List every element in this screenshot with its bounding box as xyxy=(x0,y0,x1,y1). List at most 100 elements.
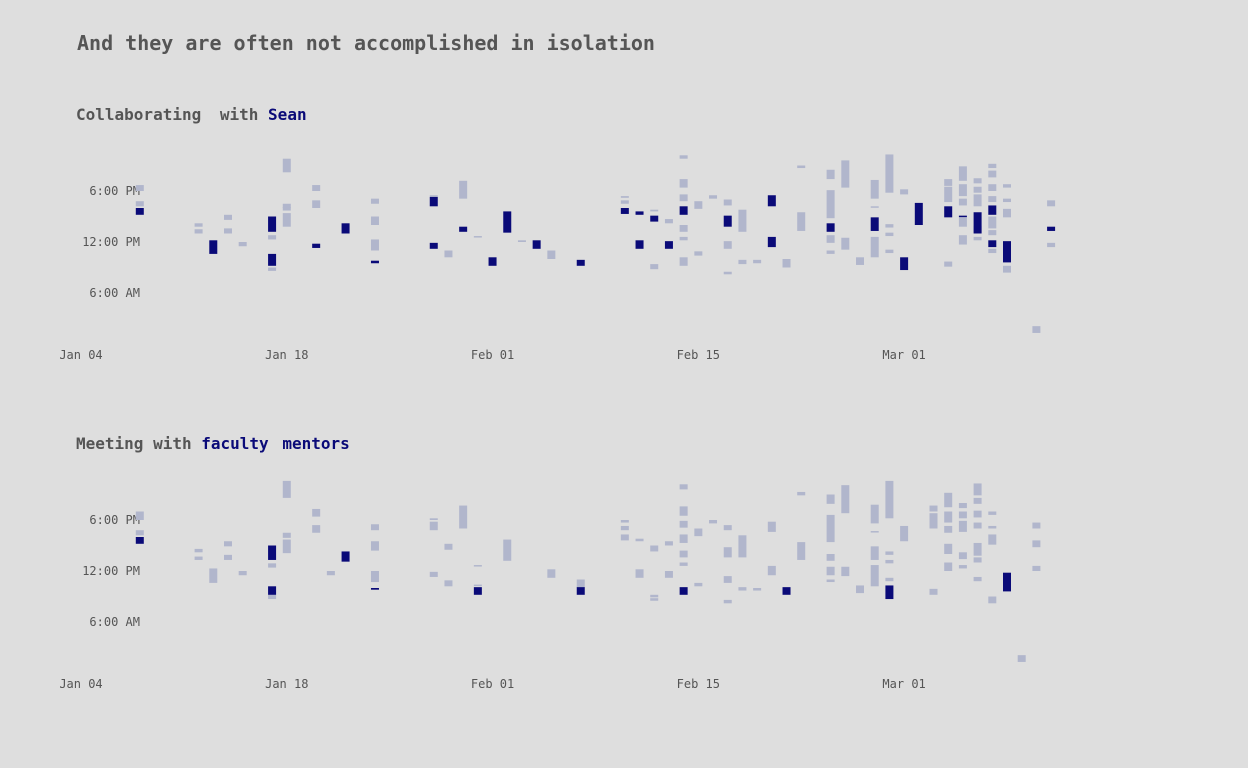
activity-bar xyxy=(709,520,718,524)
activity-bar xyxy=(679,534,688,543)
activity-bar xyxy=(988,163,997,169)
activity-bar xyxy=(694,251,703,256)
activity-bar xyxy=(944,492,953,508)
x-tick-label: Mar 01 xyxy=(882,348,925,362)
y-tick-label: 6:00 AM xyxy=(89,286,140,300)
activity-bar xyxy=(620,525,629,531)
activity-bar xyxy=(900,525,909,542)
activity-bar xyxy=(635,538,644,542)
activity-bar xyxy=(650,545,659,552)
activity-bar xyxy=(1003,198,1011,203)
activity-bar xyxy=(282,532,291,538)
highlighted-activity-bar xyxy=(459,226,468,232)
activity-bar xyxy=(753,588,762,591)
activity-bar xyxy=(856,585,865,594)
x-tick-label: Feb 15 xyxy=(677,348,720,362)
activity-bar xyxy=(370,216,379,225)
panel-title-meetings: Meeting with faculty mentors xyxy=(76,434,350,453)
highlighted-activity-bar xyxy=(312,243,321,248)
activity-bar xyxy=(958,503,967,509)
x-tick-label: Mar 01 xyxy=(882,677,925,691)
panel-title-highlight: Sean xyxy=(268,105,307,124)
activity-bar xyxy=(679,484,688,490)
activity-bar xyxy=(944,511,953,523)
activity-bar xyxy=(929,588,938,595)
activity-bar xyxy=(268,267,277,271)
activity-bar xyxy=(620,520,629,523)
activity-bar xyxy=(312,508,321,517)
activity-bar xyxy=(870,546,879,560)
activity-bar xyxy=(268,235,277,240)
x-tick-label: Jan 04 xyxy=(59,348,102,362)
activity-bar xyxy=(679,236,688,241)
activity-bar xyxy=(826,579,835,583)
activity-bar xyxy=(429,518,438,520)
activity-bar xyxy=(517,240,526,242)
activity-bar xyxy=(841,566,850,577)
highlighted-activity-bar xyxy=(135,537,144,544)
activity-bar xyxy=(1003,265,1011,273)
highlighted-activity-bar xyxy=(341,551,350,562)
activity-bar xyxy=(767,521,776,532)
highlighted-activity-bar xyxy=(1003,572,1011,592)
x-tick-label: Feb 01 xyxy=(471,677,514,691)
highlighted-activity-bar xyxy=(532,240,541,249)
chart-meeting-with-faculty-mentors: 6:00 PM 12:00 PM 6:00 AM Jan 04 Jan 18 Feb 01… xyxy=(59,480,1041,691)
activity-bar xyxy=(547,250,556,259)
highlighted-activity-bar xyxy=(944,206,953,218)
activity-bar xyxy=(194,548,203,553)
activity-bar xyxy=(473,584,482,587)
activity-bar xyxy=(1047,242,1056,248)
activity-bar xyxy=(312,200,321,208)
activity-bar xyxy=(973,497,982,504)
x-tick-label: Jan 04 xyxy=(59,677,102,691)
highlighted-activity-bar xyxy=(209,240,218,254)
activity-bar xyxy=(870,179,879,199)
activity-bar xyxy=(694,582,703,587)
activity-bar xyxy=(738,587,747,591)
activity-bar xyxy=(944,543,953,554)
activity-bar xyxy=(958,166,967,181)
activity-bar xyxy=(841,160,850,188)
activity-bar xyxy=(973,542,982,556)
activity-bar xyxy=(841,485,850,514)
activity-bar xyxy=(767,565,776,576)
activity-bar xyxy=(929,505,938,512)
highlighted-activity-bar xyxy=(635,211,644,215)
panel-title-prefix: Meeting xyxy=(76,434,144,453)
highlighted-activity-bar xyxy=(1003,241,1011,263)
activity-bar xyxy=(312,525,321,533)
activity-bar xyxy=(900,189,909,195)
page-title: And they are often not accomplished in i… xyxy=(77,31,655,55)
panel-title-highlight: mentors xyxy=(282,434,350,453)
activity-bar xyxy=(988,230,997,236)
activity-bar xyxy=(679,257,688,266)
activity-bar xyxy=(988,511,997,515)
panel-title-mid: with xyxy=(219,105,259,124)
activity-bar xyxy=(929,513,938,529)
highlighted-activity-bar xyxy=(826,223,835,232)
activity-bar xyxy=(444,580,453,587)
activity-bar xyxy=(1017,655,1026,662)
highlighted-activity-bar xyxy=(503,211,512,233)
activity-bar xyxy=(664,219,673,224)
activity-bar xyxy=(973,178,982,184)
activity-bar xyxy=(753,259,762,264)
activity-bar xyxy=(870,206,879,208)
highlighted-activity-bar xyxy=(782,587,791,595)
activity-bar xyxy=(1047,200,1056,207)
activity-bar xyxy=(1032,565,1041,571)
activity-bar xyxy=(988,216,997,229)
activity-bar xyxy=(620,200,629,204)
activity-bar xyxy=(223,228,232,234)
activity-bar xyxy=(223,554,232,560)
activity-bar xyxy=(988,170,997,178)
activity-bar xyxy=(459,180,468,199)
activity-bar xyxy=(988,196,997,203)
y-tick-label: 6:00 PM xyxy=(89,513,140,527)
activity-bar xyxy=(1003,184,1011,188)
activity-bar xyxy=(679,520,688,528)
activity-bar xyxy=(429,571,438,577)
activity-bar xyxy=(723,241,732,249)
chart-collaborating-with-sean: 6:00 PM 12:00 PM 6:00 AM Jan 04 Jan 18 Feb 01… xyxy=(59,154,1056,362)
